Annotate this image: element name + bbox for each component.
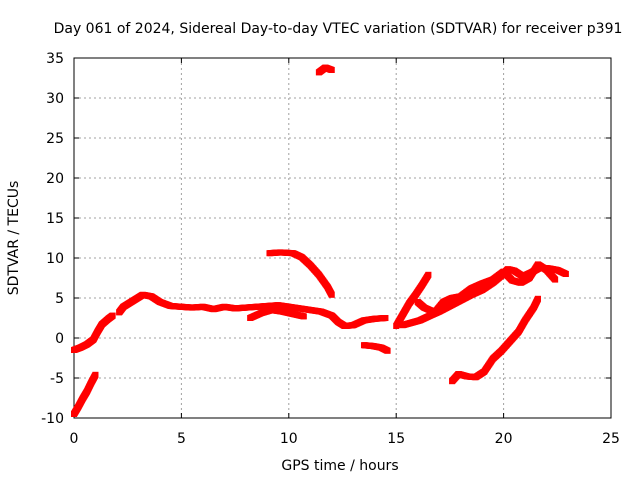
series-track-g <box>393 271 432 329</box>
axis-ticks <box>73 57 612 419</box>
y-tick-label: 30 <box>46 91 64 107</box>
x-tick-label: 20 <box>495 431 513 447</box>
y-tick-label: 20 <box>46 171 64 187</box>
series-track-d <box>266 249 335 298</box>
y-tick-label: 0 <box>55 331 64 347</box>
x-tick-label: 15 <box>387 431 405 447</box>
x-tick-label: 10 <box>280 431 298 447</box>
x-tick-labels: 0 5 10 15 20 25 <box>70 431 620 447</box>
y-tick-labels: -10 -5 0 5 10 15 20 25 30 35 <box>41 51 64 427</box>
chart-title: Day 061 of 2024, Sidereal Day-to-day VTE… <box>54 21 623 37</box>
series-track-b <box>116 291 389 329</box>
data-point <box>382 315 389 321</box>
data-point <box>109 312 116 319</box>
data-point <box>552 276 559 283</box>
grid <box>74 58 611 418</box>
y-tick-label: 10 <box>46 251 64 267</box>
data-point <box>300 313 307 320</box>
data-points <box>71 64 569 417</box>
series-track-i <box>414 261 559 316</box>
y-tick-label: -10 <box>41 411 64 427</box>
data-point <box>92 371 99 378</box>
x-axis-label: GPS time / hours <box>281 458 398 474</box>
data-point <box>384 347 391 354</box>
y-tick-label: 15 <box>46 211 64 227</box>
series-track-a <box>71 312 116 353</box>
y-tick-label: 35 <box>46 51 64 67</box>
data-point <box>425 271 432 278</box>
x-tick-label: 0 <box>70 431 79 447</box>
data-point <box>328 67 335 73</box>
series-track-f <box>360 342 391 354</box>
data-point <box>534 295 541 302</box>
y-tick-label: -5 <box>50 371 64 387</box>
data-point <box>328 291 335 298</box>
series-track-e <box>315 64 335 76</box>
y-axis-label: SDTVAR / TECUs <box>6 181 22 296</box>
series-track-c <box>71 371 99 417</box>
x-tick-label: 25 <box>602 431 620 447</box>
x-tick-label: 5 <box>177 431 186 447</box>
plot-frame <box>73 57 612 419</box>
data-point <box>562 271 569 277</box>
series-track-b2 <box>247 307 307 321</box>
y-tick-label: 5 <box>55 291 64 307</box>
y-tick-label: 25 <box>46 131 64 147</box>
series-track-j <box>449 295 541 385</box>
